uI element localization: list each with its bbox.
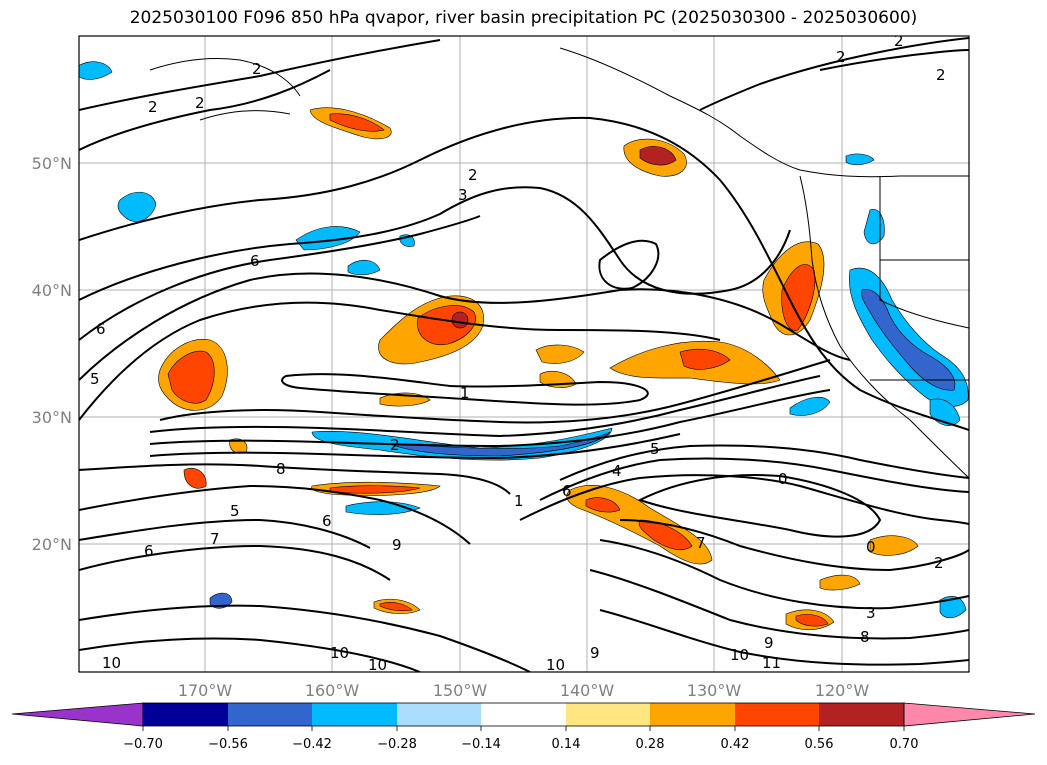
coastlines: [149, 47, 969, 479]
contour-label: 2: [390, 436, 400, 454]
colorbar-tick-label: −0.28: [377, 737, 417, 752]
contour-label: 0: [778, 470, 788, 488]
colorbar-segment: [312, 703, 397, 726]
colorbar-segment: [819, 703, 904, 726]
contour-label: 6: [250, 252, 260, 270]
contour-label: 5: [230, 502, 240, 520]
colorbar-tick-label: 0.28: [636, 737, 665, 752]
colorbar-tick-label: −0.42: [292, 737, 332, 752]
lat-label-50n: 50°N: [32, 154, 72, 173]
contour-label: 1: [514, 492, 524, 510]
colorbar-extend-low: [11, 702, 144, 727]
precip-shading: [79, 61, 969, 631]
contour-label: 6: [322, 512, 332, 530]
contour-label: 3: [458, 186, 468, 204]
contour-label: 2: [468, 166, 478, 184]
qvapor-contours: [79, 37, 969, 672]
lon-label-140w: 140°W: [560, 681, 615, 700]
contour-label: 2: [148, 98, 158, 116]
colorbar-segment: [650, 703, 735, 726]
contour-label: 10: [330, 644, 349, 662]
contour-label: 9: [590, 644, 600, 662]
colorbar-tick-label: 0.56: [805, 737, 834, 752]
contour-label: 2: [894, 32, 904, 50]
contour-label: 9: [764, 634, 774, 652]
contour-label: 2: [836, 48, 846, 66]
colorbar-extend-high: [903, 702, 1036, 727]
lon-label-170w: 170°W: [178, 681, 233, 700]
contour-label: 6: [144, 542, 154, 560]
contour-label: 0: [866, 538, 876, 556]
contour-label: 1: [460, 384, 470, 402]
lon-label-150w: 150°W: [433, 681, 488, 700]
contour-label: 11: [762, 654, 781, 672]
colorbar-segment: [481, 703, 566, 726]
colorbar-tick-label: 0.14: [552, 737, 581, 752]
contour-label: 10: [102, 654, 121, 672]
lon-label-120w: 120°W: [815, 681, 870, 700]
contour-label: 10: [368, 656, 387, 674]
longitude-labels: 170°W 160°W 150°W 140°W 130°W 120°W: [178, 681, 870, 700]
contour-label: 10: [730, 646, 749, 664]
contour-label: 7: [210, 530, 220, 548]
colorbar-tick-label: −0.70: [123, 737, 163, 752]
contour-label: 2: [936, 66, 946, 84]
lon-label-130w: 130°W: [687, 681, 742, 700]
colorbar-tick-label: −0.14: [461, 737, 501, 752]
lon-label-160w: 160°W: [305, 681, 360, 700]
contour-label: 2: [934, 554, 944, 572]
map-frame: [78, 35, 970, 673]
contour-label: 6: [96, 320, 106, 338]
colorbar-segment: [143, 703, 228, 726]
colorbar-segment: [735, 703, 819, 726]
colorbar-tick-label: 0.70: [890, 737, 919, 752]
lat-label-40n: 40°N: [32, 281, 72, 300]
contour-label: 2: [252, 60, 262, 78]
contour-label: 2: [195, 94, 205, 112]
contour-label: 4: [612, 462, 622, 480]
contour-label: 5: [650, 440, 660, 458]
contour-label: 9: [392, 536, 402, 554]
colorbar-tick-label: 0.42: [721, 737, 750, 752]
contour-label: 6: [562, 482, 572, 500]
lat-label-30n: 30°N: [32, 408, 72, 427]
lat-label-20n: 20°N: [32, 535, 72, 554]
contour-label: 8: [860, 628, 870, 646]
contour-labels: 2 2 2 2 2 2 2 3 6 6 5 1 2 8 5 7 6 9 6 1 …: [90, 32, 946, 674]
colorbar-segment: [397, 703, 481, 726]
colorbar-segment: [566, 703, 650, 726]
map-area: [79, 36, 969, 672]
contour-label: 5: [90, 370, 100, 388]
contour-label: 10: [546, 656, 565, 674]
map-title: 2025030100 F096 850 hPa qvapor, river ba…: [129, 8, 918, 28]
latitude-labels: 50°N 40°N 30°N 20°N: [32, 154, 72, 554]
contour-label: 8: [276, 460, 286, 478]
colorbar-tick-label: −0.56: [208, 737, 248, 752]
colorbar: −0.70 −0.56 −0.42 −0.28 −0.14 0.14 0.28 …: [11, 702, 1036, 752]
colorbar-segment: [228, 703, 312, 726]
contour-label: 3: [866, 604, 876, 622]
contour-label: 7: [696, 534, 706, 552]
